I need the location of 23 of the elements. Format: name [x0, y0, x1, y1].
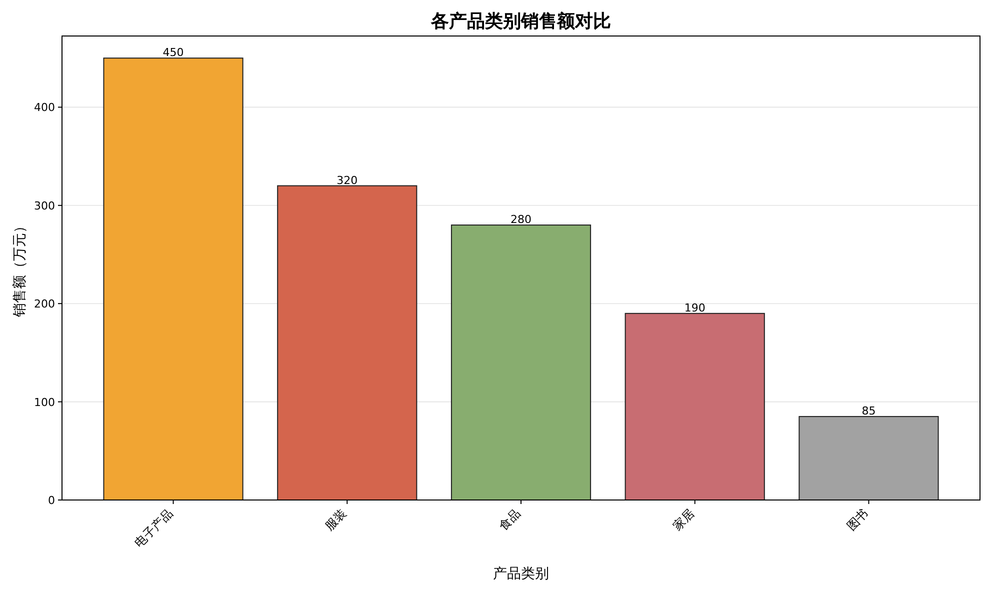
data-label: 450 — [162, 46, 184, 60]
x-tick-label: 图书 — [844, 506, 871, 534]
chart-title: 各产品类别销售额对比 — [430, 11, 611, 32]
y-axis-title: 销售额（万元） — [12, 219, 28, 318]
x-tick-label: 家居 — [670, 506, 697, 534]
bar — [277, 185, 418, 500]
data-label: 85 — [862, 404, 876, 418]
bar — [624, 312, 765, 500]
x-tick-label: 电子产品 — [132, 506, 176, 550]
bar — [798, 416, 939, 500]
y-tick-label: 300 — [34, 199, 55, 212]
data-label: 320 — [336, 174, 358, 187]
y-tick-label: 0 — [48, 494, 55, 507]
y-tick-label: 200 — [34, 298, 55, 311]
y-tick-label: 100 — [34, 396, 55, 409]
x-tick-label: 食品 — [496, 506, 524, 534]
bar — [450, 224, 592, 500]
bar — [103, 58, 244, 500]
x-tick-label: 服装 — [322, 506, 350, 534]
data-label: 190 — [684, 301, 706, 314]
data-label: 280 — [510, 213, 532, 226]
x-axis-title: 产品类别 — [493, 566, 549, 582]
y-tick-label: 400 — [34, 101, 55, 114]
